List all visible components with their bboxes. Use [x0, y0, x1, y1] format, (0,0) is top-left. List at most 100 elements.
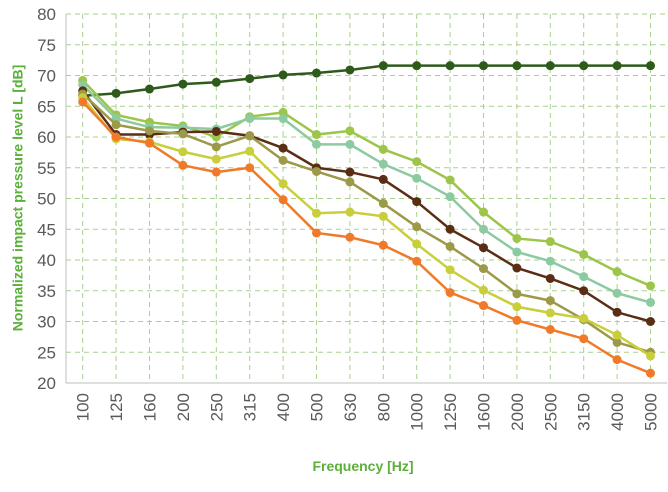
- data-point: [211, 126, 221, 136]
- data-point: [278, 70, 288, 80]
- data-point: [512, 247, 522, 257]
- x-tick-label: 1000: [408, 393, 427, 431]
- x-tick-label: 250: [207, 393, 226, 421]
- x-tick-label: 3150: [575, 393, 594, 431]
- data-point: [545, 324, 555, 334]
- data-point: [211, 77, 221, 87]
- data-point: [178, 129, 188, 139]
- data-point: [412, 157, 422, 167]
- data-point: [445, 192, 455, 202]
- x-tick-label: 4000: [608, 393, 627, 431]
- series-line: [81, 101, 651, 375]
- data-point: [412, 222, 422, 232]
- data-point: [479, 301, 488, 311]
- data-point: [378, 198, 388, 208]
- series-line: [81, 93, 651, 354]
- data-point: [278, 107, 288, 117]
- x-axis-title: Frequency [Hz]: [312, 458, 413, 474]
- y-tick-label: 45: [37, 220, 56, 239]
- data-point: [479, 207, 488, 217]
- data-point: [646, 281, 655, 291]
- data-point: [612, 355, 622, 365]
- data-point: [545, 237, 555, 247]
- x-tick-label: 200: [174, 393, 193, 421]
- data-point: [545, 256, 555, 266]
- data-point: [278, 195, 288, 205]
- y-tick-label: 40: [37, 251, 56, 270]
- data-point: [378, 240, 388, 250]
- data-point: [579, 286, 589, 296]
- data-point: [412, 197, 422, 207]
- data-point: [111, 120, 121, 130]
- data-point: [512, 302, 522, 312]
- data-point: [312, 68, 321, 78]
- data-point: [312, 208, 321, 218]
- data-point: [345, 207, 355, 217]
- data-point: [612, 267, 622, 277]
- data-point: [479, 285, 488, 295]
- x-tick-label: 315: [241, 393, 260, 421]
- data-point: [78, 80, 88, 90]
- data-point: [545, 296, 555, 306]
- data-point: [646, 368, 655, 378]
- data-point: [312, 130, 321, 140]
- data-point: [378, 144, 388, 154]
- data-point: [378, 211, 388, 221]
- data-point: [111, 132, 121, 142]
- y-tick-label: 55: [37, 159, 56, 178]
- data-point: [445, 288, 455, 298]
- data-point: [245, 163, 255, 173]
- x-tick-label: 1250: [441, 393, 460, 431]
- data-point: [178, 147, 188, 157]
- data-point: [479, 61, 488, 71]
- data-point: [479, 224, 488, 234]
- data-point: [345, 65, 355, 75]
- data-point: [646, 317, 655, 326]
- x-tick-label: 630: [341, 393, 360, 421]
- data-point: [445, 61, 455, 71]
- data-point: [145, 84, 154, 94]
- data-point: [312, 228, 321, 238]
- data-point: [245, 74, 255, 84]
- series-line: [81, 83, 651, 304]
- data-point: [412, 239, 422, 249]
- data-point: [612, 330, 622, 340]
- data-point: [145, 126, 154, 136]
- data-point: [512, 233, 522, 243]
- series-line: [81, 96, 652, 357]
- data-point: [211, 154, 221, 164]
- data-point: [278, 155, 288, 165]
- y-tick-label: 35: [37, 282, 56, 301]
- data-point: [178, 160, 188, 170]
- y-tick-label: 65: [37, 97, 56, 116]
- data-point: [378, 61, 388, 71]
- y-tick-label: 60: [37, 128, 56, 147]
- data-point: [412, 61, 422, 71]
- data-point: [278, 143, 288, 153]
- series-line: [82, 64, 651, 98]
- data-point: [278, 179, 288, 189]
- series-line: [81, 79, 651, 287]
- data-point: [378, 174, 388, 184]
- data-point: [345, 232, 355, 242]
- data-point: [579, 249, 589, 259]
- data-point: [545, 61, 555, 71]
- data-point: [512, 315, 522, 325]
- x-tick-label: 160: [141, 393, 160, 421]
- data-point: [312, 139, 321, 149]
- data-point: [579, 61, 589, 71]
- data-point: [345, 177, 355, 187]
- data-point: [245, 131, 255, 141]
- data-point: [512, 61, 522, 71]
- data-point: [78, 97, 88, 107]
- y-axis-title: Normalized impact pressure level L [dB]: [10, 65, 26, 332]
- data-point: [512, 289, 522, 299]
- x-tick-label: 2000: [508, 393, 527, 431]
- data-point: [245, 114, 255, 124]
- y-tick-label: 50: [37, 190, 56, 209]
- x-tick-label: 1600: [475, 393, 494, 431]
- y-tick-label: 30: [37, 313, 56, 332]
- data-point: [145, 138, 154, 148]
- x-tick-label: 5000: [642, 393, 661, 431]
